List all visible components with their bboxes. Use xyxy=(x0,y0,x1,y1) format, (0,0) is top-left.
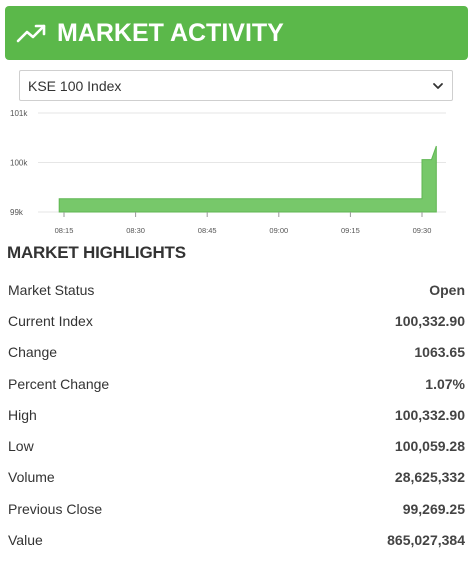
highlight-value: 100,059.28 xyxy=(394,438,465,455)
page-title: MARKET ACTIVITY xyxy=(57,18,284,47)
market-activity-header: MARKET ACTIVITY xyxy=(5,6,468,60)
highlight-label: Percent Change xyxy=(8,375,110,392)
highlight-value: 100,332.90 xyxy=(394,312,465,329)
highlight-label: Previous Close xyxy=(8,500,103,517)
highlight-label: Current Index xyxy=(8,312,93,329)
highlight-value: 1.07% xyxy=(425,375,465,392)
x-tick-label: 08:15 xyxy=(55,226,74,235)
highlight-label: High xyxy=(8,406,37,423)
highlight-label: Low xyxy=(8,438,34,455)
index-area-series xyxy=(58,145,437,213)
highlight-row: Previous Close 99,269.25 xyxy=(0,493,471,524)
x-tick-label: 08:45 xyxy=(198,226,217,235)
highlight-row: Volume 28,625,332 xyxy=(0,462,471,493)
y-tick-label: 99k xyxy=(10,208,24,217)
highlight-row: Current Index 100,332.90 xyxy=(0,305,471,336)
highlight-label: Market Status xyxy=(8,281,95,298)
trending-up-icon xyxy=(16,24,46,43)
index-select-value: KSE 100 Index xyxy=(28,77,122,94)
x-tick-label: 09:00 xyxy=(269,226,288,235)
x-tick-label: 09:15 xyxy=(341,226,360,235)
highlight-value: 28,625,332 xyxy=(394,469,465,486)
highlight-value: 1063.65 xyxy=(414,344,465,361)
x-tick-label: 09:30 xyxy=(413,226,432,235)
chevron-down-icon xyxy=(433,82,443,89)
highlight-row: Change 1063.65 xyxy=(0,337,471,368)
highlight-label: Volume xyxy=(8,469,55,486)
index-select[interactable]: KSE 100 Index xyxy=(19,70,453,101)
index-area-chart: 101k 100k 99k 08:15 08:30 08:45 09:00 09:15 09:3… xyxy=(10,109,446,235)
highlight-row: Value 865,027,384 xyxy=(0,524,471,555)
y-tick-label: 101k xyxy=(10,109,28,118)
highlight-value: 99,269.25 xyxy=(402,500,465,517)
highlight-value: 100,332.90 xyxy=(394,406,465,423)
highlight-label: Value xyxy=(8,532,43,549)
highlights-table: Market Status Open Current Index 100,332.90… xyxy=(0,274,471,556)
highlights-title: MARKET HIGHLIGHTS xyxy=(7,243,186,262)
highlight-row: Low 100,059.28 xyxy=(0,430,471,461)
highlight-row: Market Status Open xyxy=(0,274,471,305)
y-tick-label: 100k xyxy=(10,159,28,168)
highlight-row: High 100,332.90 xyxy=(0,399,471,430)
highlight-row: Percent Change 1.07% xyxy=(0,368,471,399)
highlight-value: 865,027,384 xyxy=(387,532,465,549)
highlight-label: Change xyxy=(8,344,58,361)
x-tick-label: 08:30 xyxy=(126,226,145,235)
highlight-value: Open xyxy=(429,281,465,298)
